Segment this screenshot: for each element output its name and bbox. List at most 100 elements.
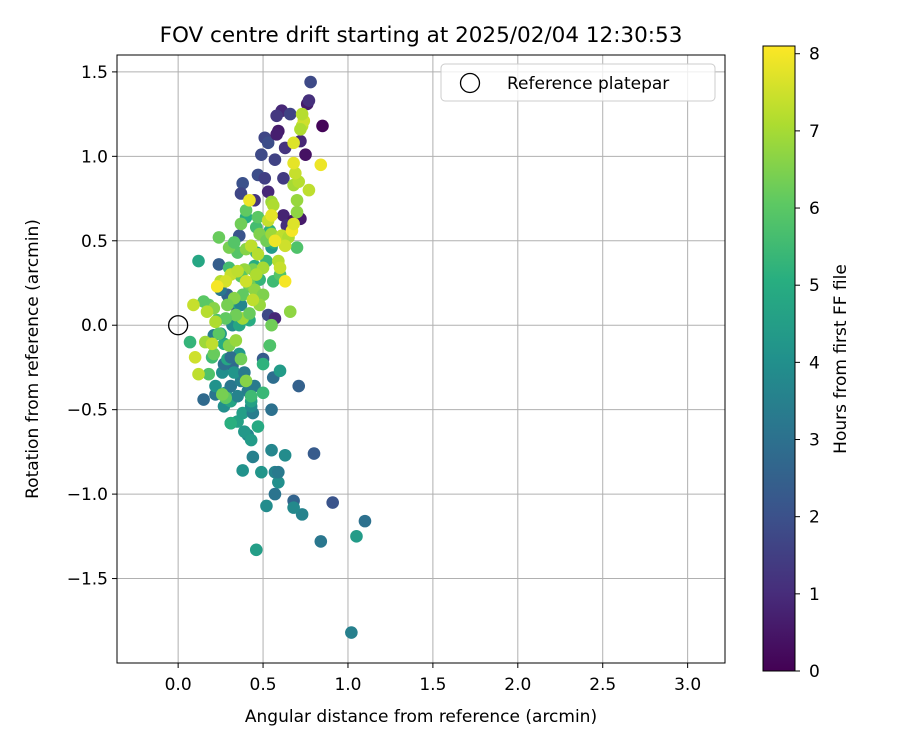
grid-lines	[117, 55, 725, 663]
x-tick-label: 2.5	[589, 675, 616, 695]
scatter-point	[192, 254, 205, 268]
reference-marker	[167, 315, 189, 336]
x-tick-label: 0.5	[250, 675, 277, 695]
colorbar-tick-label: 8	[809, 45, 820, 65]
y-tick-label: −1.5	[67, 570, 108, 590]
y-tick-label: 0.5	[81, 232, 108, 252]
colorbar-label: Hours from first FF file	[831, 264, 851, 454]
scatter-point	[251, 420, 265, 433]
scatter-point	[239, 275, 253, 288]
chart-title: FOV centre drift starting at 2025/02/04 …	[160, 23, 683, 48]
scatter-point	[231, 389, 244, 403]
scatter-point	[272, 465, 285, 479]
scatter-point	[278, 239, 292, 253]
scatter-point	[234, 217, 248, 231]
x-axis-label: Angular distance from reference (arcmin)	[245, 707, 597, 727]
scatter-point	[202, 367, 216, 381]
scatter-point	[231, 264, 244, 278]
scatter-point	[212, 327, 226, 340]
scatter-point	[265, 403, 278, 416]
scatter-point	[260, 499, 273, 513]
scatter-point	[261, 136, 275, 150]
x-axis-ticks: 0.0 0.5 1.0 1.5 2.0 2.5 3.0	[165, 663, 701, 695]
scatter-point	[278, 275, 292, 288]
scatter-point	[270, 128, 283, 141]
scatter-point	[209, 315, 222, 329]
scatter-point	[238, 425, 251, 438]
legend-marker-open-circle	[459, 72, 481, 94]
scatter-point	[358, 514, 372, 528]
colorbar-tick-label: 6	[809, 199, 820, 219]
scatter-point	[205, 337, 219, 351]
scatter-point	[287, 136, 300, 150]
scatter-point	[265, 209, 278, 222]
scatter-point	[251, 210, 265, 224]
scatter-point	[236, 464, 249, 477]
y-tick-label: −1.0	[67, 485, 108, 505]
scatter-point	[283, 305, 297, 319]
scatter-point	[263, 339, 277, 352]
scatter-point	[224, 351, 238, 364]
reference-platepar-point	[167, 315, 189, 336]
scatter-point	[224, 379, 238, 393]
scatter-point	[290, 205, 304, 219]
colorbar-tick-label: 4	[809, 353, 820, 373]
scatter-point	[234, 187, 248, 200]
x-tick-label: 1.0	[334, 675, 361, 695]
x-tick-label: 3.0	[674, 675, 701, 695]
scatter-point	[314, 158, 328, 172]
scatter-point	[187, 298, 200, 312]
scatter-point	[244, 239, 258, 253]
colorbar-tick-label: 7	[809, 122, 820, 142]
scatter-point	[316, 119, 329, 133]
scatter-point	[292, 379, 306, 393]
scatter-point	[307, 447, 321, 460]
y-axis-ticks: −1.5 −1.0 −0.5 0.0 0.5 1.0 1.5	[67, 63, 117, 590]
scatter-point	[277, 209, 290, 222]
scatter-point	[224, 416, 238, 430]
scatter-point	[258, 171, 272, 185]
scatter-point	[197, 295, 210, 308]
scatter-point	[243, 193, 256, 207]
scatter-point	[229, 334, 243, 347]
scatter-point	[277, 171, 290, 185]
scatter-point	[200, 305, 214, 319]
scatter-point	[326, 496, 339, 509]
scatter-point	[246, 450, 260, 464]
x-tick-label: 1.5	[419, 675, 446, 695]
scatter-point	[290, 241, 304, 254]
colorbar-ticks: 0 1 2 3 4 5 6 7 8	[795, 45, 820, 682]
x-tick-label: 2.0	[504, 675, 531, 695]
scatter-point	[246, 293, 260, 307]
scatter-point	[255, 148, 268, 161]
scatter-point	[273, 261, 287, 275]
scatter-point	[299, 148, 312, 161]
legend-label: Reference platepar	[507, 74, 669, 94]
scatter-point	[272, 475, 285, 489]
scatter-point	[287, 156, 300, 170]
x-tick-label: 0.0	[165, 675, 192, 695]
scatter-point	[219, 312, 232, 325]
scatter-point	[255, 465, 268, 479]
y-tick-label: 1.5	[81, 63, 108, 83]
scatter-point	[273, 364, 287, 378]
scatter-point	[239, 374, 253, 388]
scatter-point	[295, 107, 309, 121]
scatter-point	[287, 217, 300, 231]
scatter-point	[251, 247, 265, 261]
scatter-point	[236, 177, 249, 190]
scatter-point	[256, 357, 270, 371]
scatter-point	[289, 166, 302, 180]
y-tick-label: −0.5	[67, 401, 108, 421]
scatter-point	[270, 109, 283, 123]
scatter-point	[290, 193, 304, 207]
scatter-point	[283, 107, 297, 121]
scatter-point	[227, 236, 241, 249]
scatter-point	[294, 123, 307, 136]
scatter-point	[207, 347, 221, 361]
scatter-point	[278, 448, 292, 462]
scatter-point	[261, 185, 275, 199]
scatter-point	[256, 386, 270, 400]
colorbar-tick-label: 3	[809, 431, 820, 451]
